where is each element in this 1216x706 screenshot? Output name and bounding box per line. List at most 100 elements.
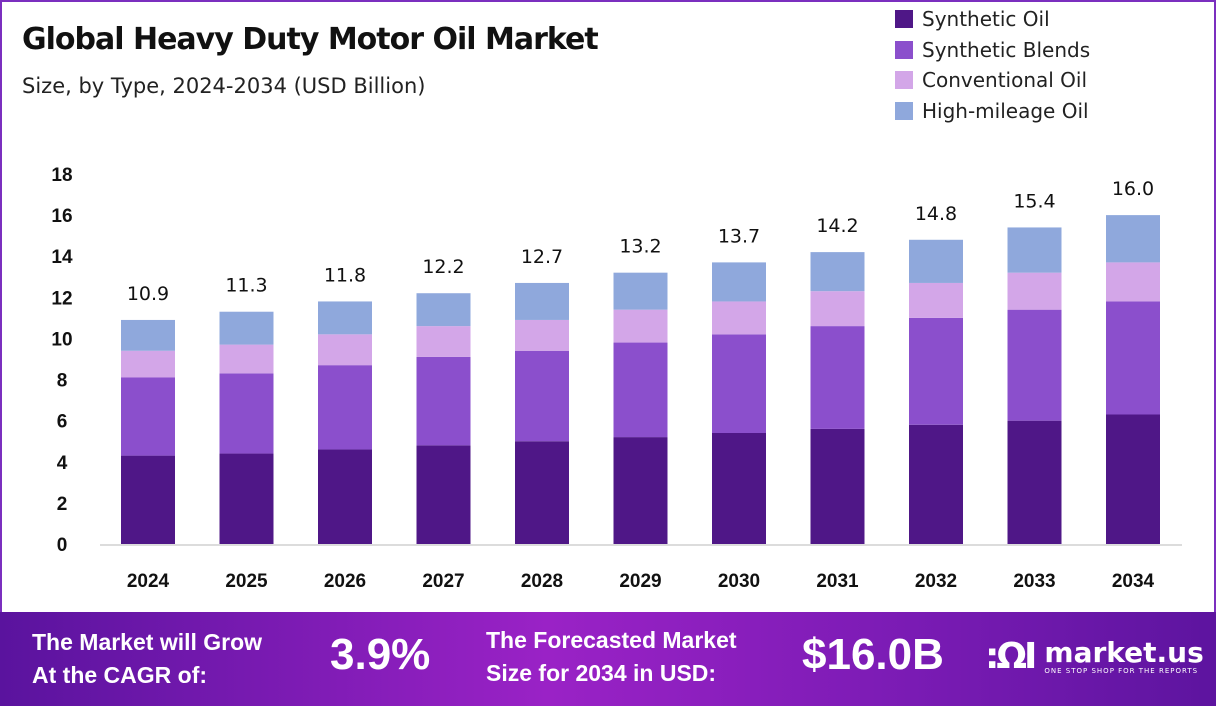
legend-label: Conventional Oil (922, 68, 1088, 93)
legend-swatch (895, 40, 913, 59)
y-tick-label: 14 (51, 247, 73, 268)
bar-segment-synthetic-blends-2032 (909, 317, 963, 425)
bar-segment-synthetic-blends-2027 (416, 356, 471, 446)
legend-swatch (895, 71, 913, 90)
bar-segment-high-mileage-oil-2025 (219, 311, 274, 345)
y-tick-label: 0 (57, 535, 68, 556)
x-tick-label: 2032 (915, 571, 957, 592)
y-tick-label: 12 (51, 288, 72, 309)
bar-segment-synthetic-oil-2030 (712, 433, 766, 544)
bar-segment-synthetic-oil-2032 (909, 424, 963, 544)
legend-swatch (895, 101, 913, 120)
brand-name: market.us (1044, 635, 1204, 669)
x-tick-label: 2034 (1112, 571, 1155, 592)
bar-segment-synthetic-oil-2031 (810, 428, 865, 544)
brand-logo: :ΩI market.us ONE STOP SHOP FOR THE REPO… (985, 636, 1204, 677)
legend-item-synthetic-blends: Synthetic Blends (895, 35, 1090, 66)
bar-segment-synthetic-blends-2028 (515, 350, 569, 442)
total-label: 12.2 (422, 256, 464, 278)
cagr-value: 3.9% (330, 630, 431, 679)
y-tick-label: 18 (51, 165, 72, 186)
total-label: 11.8 (324, 264, 366, 286)
bar-segment-high-mileage-oil-2029 (613, 272, 668, 310)
bar-segment-conventional-oil-2027 (416, 326, 471, 357)
forecast-label-line1: The Forecasted Market (486, 627, 737, 653)
x-tick-label: 2027 (422, 571, 464, 592)
bar-segment-high-mileage-oil-2032 (909, 239, 963, 283)
y-tick-label: 6 (57, 412, 68, 433)
x-tick-label: 2033 (1013, 571, 1055, 592)
bar-segment-synthetic-oil-2029 (613, 437, 668, 544)
total-label: 15.4 (1013, 190, 1055, 212)
bar-segment-synthetic-blends-2030 (712, 334, 766, 433)
legend-label: Synthetic Oil (922, 7, 1050, 32)
bar-segment-synthetic-blends-2034 (1106, 301, 1160, 415)
total-label: 13.2 (619, 236, 661, 258)
bar-segment-synthetic-blends-2024 (121, 377, 175, 456)
bar-segment-synthetic-oil-2026 (318, 449, 372, 544)
bar-segment-high-mileage-oil-2027 (416, 293, 471, 327)
bar-segment-high-mileage-oil-2033 (1007, 227, 1062, 273)
legend-item-conventional-oil: Conventional Oil (895, 65, 1090, 96)
bar-segment-high-mileage-oil-2031 (810, 252, 865, 292)
forecast-label-line2: Size for 2034 in USD: (486, 660, 717, 686)
bar-segment-high-mileage-oil-2026 (318, 301, 372, 335)
brand-logo-icon: :ΩI (985, 636, 1037, 677)
bar-segment-high-mileage-oil-2028 (515, 282, 569, 320)
total-label: 12.7 (521, 246, 563, 268)
total-label: 11.3 (225, 275, 267, 297)
bar-segment-synthetic-blends-2033 (1007, 309, 1062, 421)
total-label: 13.7 (718, 225, 760, 247)
x-tick-label: 2025 (225, 571, 268, 592)
bar-segment-conventional-oil-2029 (613, 309, 668, 343)
cagr-label-line1: The Market will Grow (32, 629, 263, 655)
legend-item-high-mileage-oil: High-mileage Oil (895, 96, 1090, 127)
bar-segment-synthetic-blends-2031 (810, 326, 865, 429)
forecast-value: $16.0B (802, 630, 944, 679)
forecast-label: The Forecasted Market Size for 2034 in U… (486, 624, 737, 690)
total-label: 16.0 (1112, 178, 1154, 200)
total-label: 14.8 (915, 203, 957, 225)
x-tick-label: 2030 (718, 571, 760, 592)
legend-label: Synthetic Blends (922, 37, 1091, 62)
legend-swatch (895, 10, 913, 29)
bar-segment-conventional-oil-2033 (1007, 272, 1062, 310)
chart-subtitle: Size, by Type, 2024-2034 (USD Billion) (22, 74, 426, 98)
y-tick-label: 8 (57, 371, 68, 392)
bar-segment-conventional-oil-2031 (810, 291, 865, 327)
bar-segment-conventional-oil-2024 (121, 350, 175, 378)
total-label: 10.9 (127, 283, 169, 305)
bar-segment-synthetic-oil-2024 (121, 455, 175, 544)
y-tick-label: 10 (51, 329, 72, 350)
x-tick-label: 2026 (324, 571, 366, 592)
bar-segment-synthetic-oil-2027 (416, 445, 471, 544)
bar-segment-synthetic-oil-2034 (1106, 414, 1160, 544)
bar-segment-high-mileage-oil-2030 (712, 262, 766, 302)
bar-segment-conventional-oil-2032 (909, 282, 963, 318)
bar-segment-conventional-oil-2028 (515, 319, 569, 351)
legend-label: High-mileage Oil (922, 98, 1089, 123)
y-tick-label: 4 (57, 453, 68, 474)
bar-segment-conventional-oil-2030 (712, 301, 766, 335)
bar-segment-synthetic-oil-2025 (219, 453, 274, 544)
bar-segment-synthetic-blends-2026 (318, 365, 372, 450)
bar-segment-synthetic-blends-2025 (219, 373, 274, 454)
bar-segment-synthetic-oil-2028 (515, 441, 569, 544)
x-tick-label: 2031 (816, 571, 859, 592)
x-tick-label: 2024 (127, 571, 170, 592)
bar-segment-conventional-oil-2025 (219, 344, 274, 374)
legend: Synthetic Oil Synthetic Blends Conventio… (895, 4, 1090, 126)
chart-title: Global Heavy Duty Motor Oil Market (22, 22, 599, 57)
x-tick-label: 2029 (619, 571, 661, 592)
bar-segment-synthetic-oil-2033 (1007, 420, 1062, 544)
cagr-label-line2: At the CAGR of: (32, 662, 208, 688)
total-label: 14.2 (816, 215, 858, 237)
legend-item-synthetic-oil: Synthetic Oil (895, 4, 1090, 35)
bar-segment-synthetic-blends-2029 (613, 342, 668, 438)
x-tick-label: 2028 (521, 571, 563, 592)
footer-banner: The Market will Grow At the CAGR of: 3.9… (0, 612, 1216, 706)
bar-segment-conventional-oil-2034 (1106, 262, 1160, 302)
stacked-bar-chart: 0 2 4 6 8 10 12 14 16 18 10.9 2024 11.3 2025 11.8 2026 1… (51, 165, 1182, 592)
brand-tagline: ONE STOP SHOP FOR THE REPORTS (1044, 666, 1199, 675)
